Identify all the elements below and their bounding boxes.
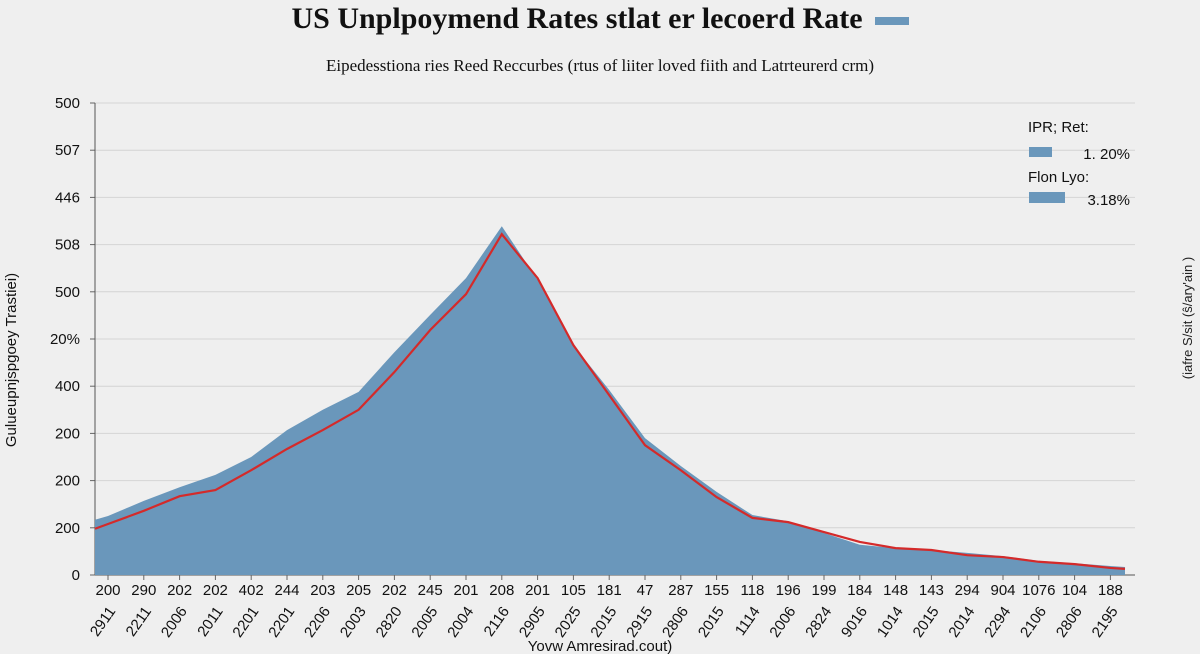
x-tick-label: 188 [1098, 582, 1123, 599]
x-axis-label: Yovw Amresirad.cout) [528, 638, 673, 654]
legend-swatch [1029, 192, 1065, 203]
chart-subtitle: Eipedesstiona ries Reed Reccurbes (rtus … [325, 56, 875, 75]
area-series [95, 226, 1125, 575]
x-tick-label: 402 [239, 582, 264, 599]
legend-value: 1. 20% [1083, 146, 1130, 163]
x-tick-secondary-label: 2206 [301, 604, 334, 641]
legend-value: 3.18% [1087, 192, 1130, 209]
x-tick-label: 47 [637, 582, 654, 599]
x-tick-secondary-label: 9016 [838, 604, 871, 641]
y-tick-label: 200 [55, 473, 80, 490]
x-tick-label: 148 [883, 582, 908, 599]
x-tick-label: 201 [453, 582, 478, 599]
y-tick-label: 500 [55, 95, 80, 112]
x-tick-secondary-label: 2004 [444, 604, 477, 641]
x-tick-secondary-label: 2015 [587, 604, 620, 641]
x-tick-secondary-label: 2824 [802, 604, 835, 641]
x-tick-secondary-label: 2005 [408, 604, 441, 641]
x-tick-label: 202 [203, 582, 228, 599]
x-tick-label: 104 [1062, 582, 1087, 599]
x-tick-secondary-label: 2011 [194, 604, 226, 640]
y-tick-label: 200 [55, 520, 80, 537]
x-tick-secondary-label: 2006 [766, 604, 799, 641]
x-tick-label: 199 [811, 582, 836, 599]
y-tick-label: 400 [55, 378, 80, 395]
x-tick-secondary-label: 2294 [981, 604, 1014, 641]
x-tick-label: 155 [704, 582, 729, 599]
x-tick-secondary-label: 2006 [158, 604, 191, 641]
y-axis-label: Gulueupnjspgoey Trastiei) [3, 273, 20, 447]
x-tick-secondary-label: 2116 [481, 604, 513, 640]
legend-label: Flon Lyo: [1028, 169, 1089, 186]
x-tick-secondary-label: 2106 [1017, 604, 1050, 641]
x-tick-secondary-label: 2201 [265, 604, 298, 641]
title-swatch [874, 17, 909, 26]
y-tick-label: 508 [55, 237, 80, 254]
x-tick-label: 202 [382, 582, 407, 599]
x-tick-label: 184 [847, 582, 872, 599]
y-tick-label: 500 [55, 284, 80, 301]
x-tick-label: 105 [561, 582, 586, 599]
line-series [94, 232, 1126, 570]
y-tick-label: 507 [55, 142, 80, 159]
x-tick-label: 208 [489, 582, 514, 599]
x-tick-secondary-label: 2905 [516, 604, 549, 641]
legend-swatch [1029, 147, 1052, 157]
x-tick-label: 203 [310, 582, 335, 599]
x-tick-label: 904 [990, 582, 1015, 599]
x-tick-label: 1076 [1022, 582, 1055, 599]
x-tick-label: 196 [776, 582, 801, 599]
x-tick-secondary-label: 2014 [945, 604, 978, 641]
x-tick-label: 294 [955, 582, 980, 599]
x-tick-secondary-label: 2025 [552, 604, 585, 641]
y-tick-label: 446 [55, 189, 80, 206]
x-tick-label: 118 [740, 582, 764, 599]
x-tick-secondary-label: 2015 [910, 604, 943, 641]
x-tick-label: 202 [167, 582, 192, 599]
x-tick-secondary-label: 2911 [87, 604, 119, 640]
legend-label: IPR; Ret: [1028, 119, 1089, 136]
x-tick-label: 143 [919, 582, 944, 599]
x-tick-label: 245 [418, 582, 443, 599]
y-tick-label: 0 [72, 567, 80, 584]
y-tick-label: 20% [50, 331, 80, 348]
chart-title: US Unplpoymend Rates stlat er lecoerd Ra… [0, 2, 1200, 36]
y2-axis-label: (iafre S/sit (ŝ/ary'ain ) [1180, 257, 1195, 379]
x-tick-label: 287 [668, 582, 693, 599]
x-tick-secondary-label: 2211 [123, 604, 155, 640]
x-tick-label: 290 [131, 582, 156, 599]
x-tick-label: 201 [525, 582, 550, 599]
x-tick-secondary-label: 2003 [337, 604, 370, 641]
x-tick-secondary-label: 1014 [874, 604, 907, 641]
x-tick-secondary-label: 2820 [373, 604, 406, 641]
x-tick-secondary-label: 2806 [1053, 604, 1086, 641]
x-tick-secondary-label: 2015 [695, 604, 728, 641]
x-tick-label: 244 [274, 582, 299, 599]
x-tick-label: 181 [597, 582, 622, 599]
y-tick-label: 200 [55, 425, 80, 442]
x-tick-label: 205 [346, 582, 371, 599]
x-tick-secondary-label: 1114 [732, 604, 764, 639]
x-tick-secondary-label: 2201 [229, 604, 262, 641]
chart-title-text: US Unplpoymend Rates stlat er lecoerd Ra… [291, 2, 863, 35]
x-tick-label: 200 [95, 582, 120, 599]
x-tick-secondary-label: 2915 [623, 604, 656, 641]
x-tick-secondary-label: 2806 [659, 604, 692, 641]
x-tick-secondary-label: 2195 [1089, 604, 1122, 641]
